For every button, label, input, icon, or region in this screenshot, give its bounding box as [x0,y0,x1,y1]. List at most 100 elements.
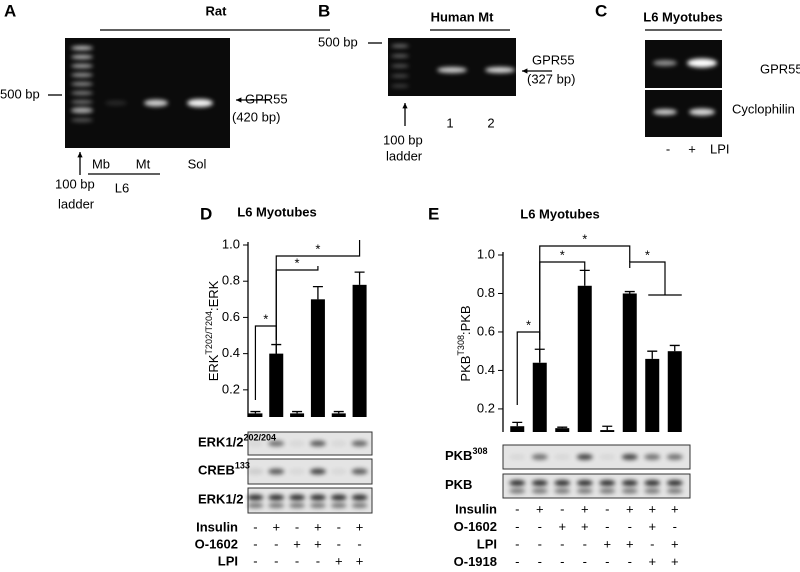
error-bar [579,269,590,286]
significance: * [582,231,587,246]
condition-sign: - [605,554,609,569]
condition-sign: - [515,554,519,569]
blot-band [621,480,638,486]
blot-band [666,488,683,494]
blot-band [509,454,526,460]
gel-band [71,100,93,104]
gel-band [71,118,93,122]
blot-label-text: ERK1/2 [198,435,244,450]
condition-sign: + [581,501,589,516]
bar [667,351,682,432]
blot-band [330,440,347,447]
arrow-head [77,152,83,158]
y-tick-label: 0.2 [477,400,495,415]
blot-band [351,494,368,501]
arrow-head [236,97,242,103]
condition-label: Insulin [196,519,238,534]
condition-sign: + [314,536,322,551]
blot-band [554,480,571,486]
significance: * [295,255,300,270]
significance: * [315,241,320,256]
error-bar [624,290,635,294]
y-axis-label-part: PKB [458,356,473,382]
condition-sign: - [274,553,278,568]
blot-band [268,468,285,475]
condition-label: LPI [477,536,497,551]
label: 100 bp [55,176,95,191]
significance: * [263,311,268,326]
condition-sign: + [603,536,611,551]
bar [577,285,592,432]
blot-band [509,480,526,486]
gel-band [71,55,93,59]
condition-sign: - [583,536,587,551]
label: Mb [92,156,110,171]
label: (327 bp) [527,71,575,86]
gel-band [71,64,93,68]
blot-band [309,494,326,501]
blot-band [531,454,548,460]
condition-sign: - [337,519,341,534]
label: GPR55 [532,52,575,67]
y-tick-label: 0.4 [222,345,240,360]
condition-sign: - [515,519,519,534]
gel-band [653,109,677,115]
bar [532,362,547,432]
condition-sign: + [356,519,364,534]
blot-band [289,494,306,501]
condition-label: O-1602 [454,519,497,534]
error-bar [333,410,344,414]
condition-sign: - [560,501,564,516]
blot-label: PKB [445,477,472,492]
blot-band [330,503,347,508]
condition-sign: - [515,536,519,551]
label: B [318,1,330,20]
label: 1 [446,115,453,130]
condition-sign: - [253,519,257,534]
condition-sign: - [538,536,542,551]
label: (420 bp) [232,109,280,124]
gel-band [653,60,677,66]
bracket [629,261,666,295]
error-bar [557,426,568,429]
label: 500 bp [0,86,40,101]
blot-band [247,503,264,508]
error-bar [602,425,613,431]
blot-label-sup: 308 [472,446,487,456]
blot-band [576,488,593,494]
condition-sign: + [314,519,322,534]
gel-band [485,67,515,73]
blot-band [268,494,285,501]
condition-sign: - [560,554,564,569]
condition-sign: - [295,519,299,534]
chart-title: L6 Myotubes [237,204,316,219]
bar [600,430,615,432]
blot-band [644,488,661,494]
label: L6 Myotubes [643,9,722,24]
blot-band [289,468,306,475]
blot-band [330,494,347,501]
label: Sol [188,156,207,171]
condition-sign: + [558,519,566,534]
label: + [688,141,696,156]
label: - [666,141,670,156]
blot-label-text: ERK1/2 [198,492,244,507]
label: Rat [206,3,228,18]
gel-band [391,84,409,88]
gel-band [71,82,93,86]
bar [622,293,637,432]
error-bar [669,344,680,352]
condition-sign: + [335,553,343,568]
condition-label: O-1918 [454,554,497,569]
condition-sign: - [253,553,257,568]
gel-band [391,54,409,58]
bar [269,353,284,417]
blot-band [247,494,264,501]
y-axis-label-part: T202/T204 [204,311,214,355]
condition-sign: + [671,536,679,551]
label: D [200,204,212,223]
bracket [516,331,541,405]
condition-sign: + [272,519,280,534]
error-bar [292,410,303,414]
label: 2 [487,115,494,130]
